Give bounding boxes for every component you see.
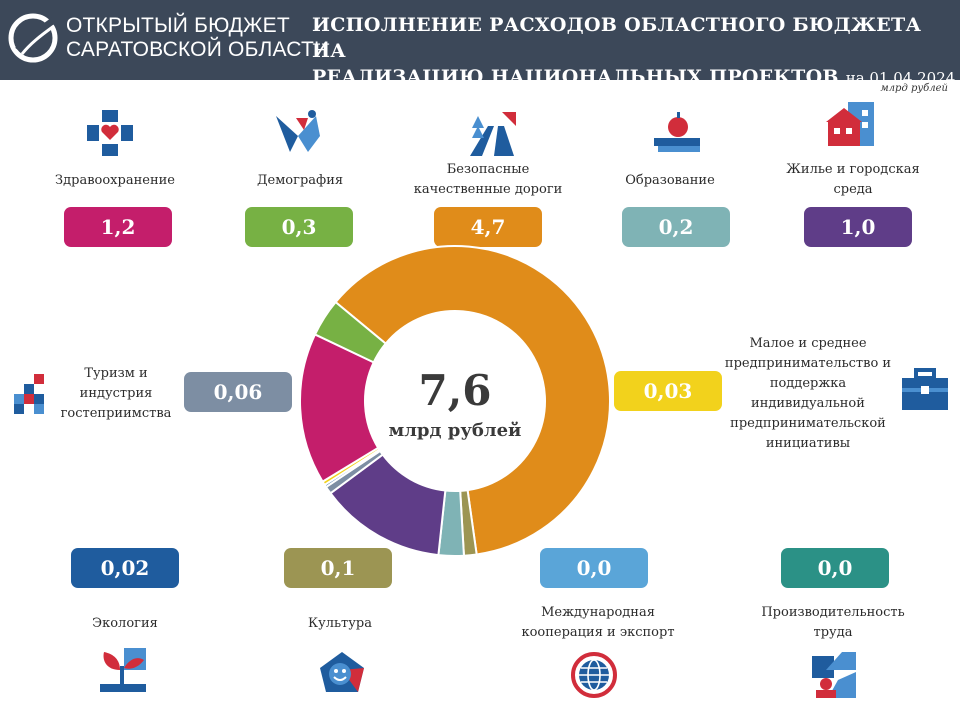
project-label: Малое и среднее предпринимательство и по…: [724, 336, 892, 451]
value-badge: 1,2: [64, 207, 172, 247]
culture-icon: [320, 652, 364, 692]
productivity-icon: [812, 652, 856, 698]
value-badge: 0,02: [71, 548, 179, 588]
globe-icon: [571, 652, 617, 698]
report-date: на 01.04.2024: [845, 69, 956, 87]
briefcase-icon: [902, 368, 948, 410]
roads-icon: [470, 112, 516, 156]
health-icon: [87, 110, 133, 156]
donut-chart: [300, 245, 610, 557]
project-label: Жилье и городская среда: [786, 162, 920, 197]
value-badge: 0,3: [245, 207, 353, 247]
donut-hole: [365, 311, 545, 491]
project-label: Туризм и индустрия гостеприимства: [60, 366, 172, 421]
value-badge: 0,06: [184, 372, 292, 412]
header: ОТКРЫТЫЙ БЮДЖЕТ САРАТОВСКОЙ ОБЛАСТИ ИСПО…: [0, 0, 960, 88]
project-label: Культура: [308, 616, 372, 631]
project-label: Образование: [625, 173, 715, 188]
demography-icon: [276, 110, 320, 152]
brand-name[interactable]: ОТКРЫТЫЙ БЮДЖЕТ САРАТОВСКОЙ ОБЛАСТИ: [66, 14, 329, 62]
value-badge: 0,0: [781, 548, 889, 588]
value-badge: 0,03: [614, 371, 722, 411]
project-label: Производительность труда: [761, 605, 905, 640]
project-label: Международная кооперация и экспорт: [521, 605, 675, 640]
value-badge: 4,7: [434, 207, 542, 247]
brand-line-1: ОТКРЫТЫЙ БЮДЖЕТ: [66, 14, 290, 37]
page-title: ИСПОЛНЕНИЕ РАСХОДОВ ОБЛАСТНОГО БЮДЖЕТА Н…: [312, 12, 960, 91]
project-label: Экология: [92, 616, 158, 631]
project-label: Безопасные качественные дороги: [413, 162, 563, 197]
title-line-2: РЕАЛИЗАЦИЮ НАЦИОНАЛЬНЫХ ПРОЕКТОВ: [312, 66, 839, 88]
open-budget-logo-icon: [8, 13, 58, 63]
housing-icon: [826, 102, 874, 146]
education-icon: [654, 112, 700, 152]
total-unit: млрд рублей: [388, 420, 522, 441]
project-label: Демография: [256, 173, 344, 188]
project-label: Здравоохранение: [55, 173, 175, 188]
total-value: 7,6: [418, 366, 492, 415]
brand-line-2: САРАТОВСКОЙ ОБЛАСТИ: [66, 38, 330, 61]
title-line-1: ИСПОЛНЕНИЕ РАСХОДОВ ОБЛАСТНОГО БЮДЖЕТА Н…: [312, 14, 922, 62]
ecology-icon: [100, 648, 146, 692]
units-note: млрд рублей: [880, 83, 948, 94]
value-badge: 0,0: [540, 548, 648, 588]
value-badge: 0,1: [284, 548, 392, 588]
value-badge: 1,0: [804, 207, 912, 247]
tourism-icon: [14, 374, 44, 414]
value-badge: 0,2: [622, 207, 730, 247]
